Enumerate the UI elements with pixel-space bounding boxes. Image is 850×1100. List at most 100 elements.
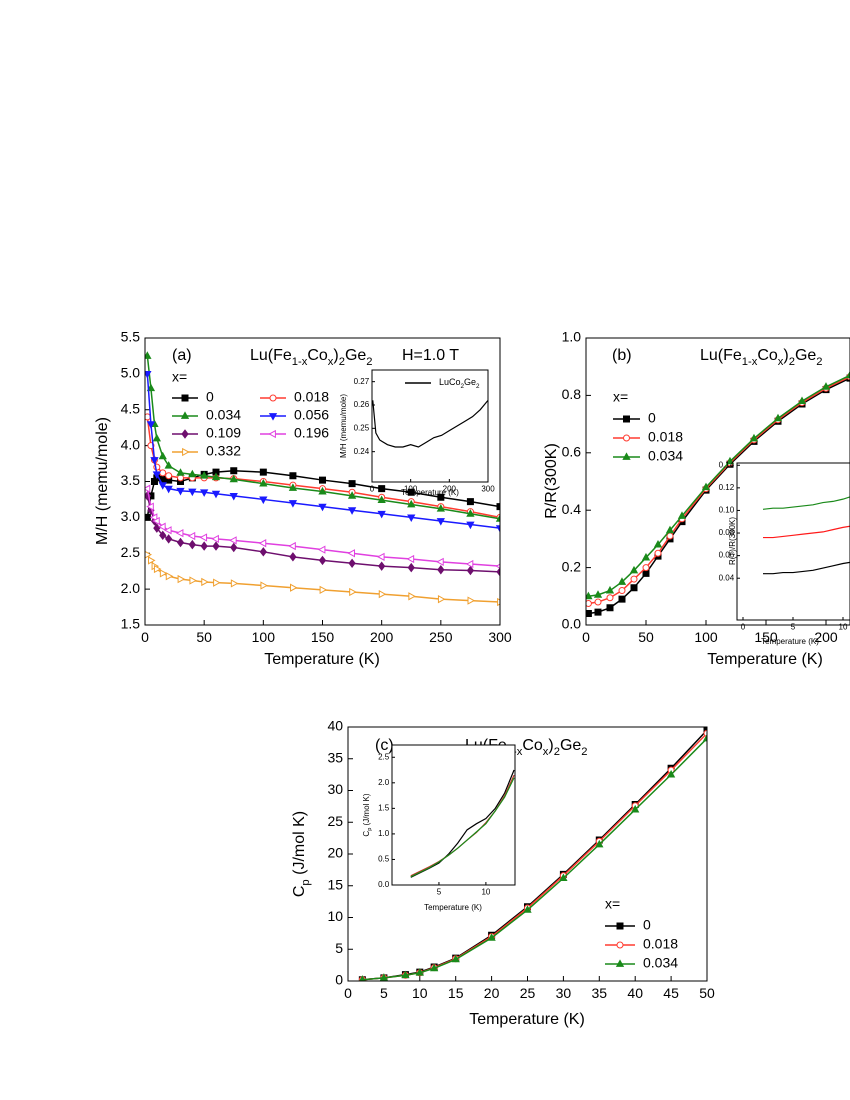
data-point <box>437 565 445 575</box>
data-point <box>406 554 415 564</box>
x-tick-label: 10 <box>412 985 428 1001</box>
data-point <box>165 472 173 480</box>
plot-frame <box>347 726 708 982</box>
inset-background <box>372 370 488 482</box>
x-tick-label: 20 <box>484 985 500 1001</box>
data-point <box>666 769 676 778</box>
annotation: H=1.0 T <box>402 347 459 364</box>
legend-label: 0.196 <box>294 425 329 441</box>
data-point <box>230 579 239 588</box>
data-point <box>259 468 267 476</box>
data-point <box>230 542 238 553</box>
data-point <box>259 547 267 557</box>
x-tick-label: 5 <box>380 985 388 1001</box>
panel-title-part: Ge <box>345 347 366 364</box>
y-tick-label: 0.2 <box>562 558 582 574</box>
data-point <box>348 558 356 569</box>
y-tick-label: 2.5 <box>121 544 141 560</box>
legend-marker <box>615 959 625 967</box>
panel-title-part: ) <box>333 347 338 364</box>
y-axis-label-part: (J/mol K) <box>362 793 371 828</box>
data-point <box>289 472 297 480</box>
data-point <box>559 873 568 882</box>
data-point <box>200 541 208 551</box>
data-point <box>606 594 614 602</box>
y-tick-label: 0.6 <box>562 444 582 460</box>
data-point <box>230 467 238 475</box>
data-point <box>451 954 460 963</box>
series-line <box>588 376 850 605</box>
data-point <box>165 572 174 581</box>
data-point <box>318 555 327 566</box>
data-point <box>189 576 197 585</box>
x-tick-label: 0 <box>141 629 149 645</box>
data-point <box>159 530 167 541</box>
legend-title: x= <box>172 369 187 385</box>
y-tick-label: 0.25 <box>354 423 370 432</box>
data-point <box>153 564 162 574</box>
plot-area <box>358 727 707 981</box>
data-point <box>407 499 416 508</box>
plot-area <box>372 399 488 448</box>
data-point <box>436 518 445 526</box>
data-point <box>319 585 328 594</box>
y-axis-label-part: C <box>362 831 371 837</box>
y-tick-label: 5.0 <box>121 365 141 381</box>
data-point <box>797 396 807 405</box>
data-point <box>430 963 439 972</box>
data-point <box>594 608 602 616</box>
data-point <box>495 525 500 533</box>
x-tick-label: 200 <box>814 629 838 645</box>
data-point <box>606 604 614 612</box>
x-tick-label: 200 <box>443 485 457 494</box>
data-point <box>176 468 185 476</box>
x-tick-label: 100 <box>694 629 718 645</box>
data-point <box>146 383 156 392</box>
data-point <box>288 500 298 508</box>
data-point <box>496 503 500 511</box>
data-point <box>318 503 327 512</box>
plot-area <box>410 769 515 878</box>
x-tick-label: 0 <box>344 985 352 1001</box>
panel-title-part: 1-x <box>742 356 758 368</box>
data-point <box>630 575 638 583</box>
data-point <box>165 534 173 544</box>
panel-title-part: x <box>543 746 549 758</box>
x-tick-label: 50 <box>638 629 654 645</box>
data-point <box>319 476 326 484</box>
x-axis-label: Temperature (K) <box>707 651 823 668</box>
plot-area <box>145 351 500 607</box>
legend-marker <box>616 922 624 930</box>
data-point <box>618 595 626 603</box>
data-point <box>188 539 196 550</box>
panel-title: Lu(Fe1-xCox)2Ge2 <box>250 347 373 368</box>
y-tick-label: 2.0 <box>378 778 390 787</box>
x-tick-label: 100 <box>404 485 418 494</box>
x-tick-label: 250 <box>429 629 453 645</box>
x-tick-label: 0 <box>370 485 375 494</box>
inset-background <box>392 745 515 885</box>
data-point <box>159 569 168 578</box>
data-point <box>349 587 357 597</box>
data-point <box>188 488 197 497</box>
data-point <box>407 488 415 496</box>
data-point <box>436 504 445 512</box>
data-point <box>229 536 237 545</box>
data-point <box>466 565 475 576</box>
data-point <box>347 549 355 558</box>
data-point <box>725 456 735 465</box>
data-point <box>158 522 166 531</box>
legend-marker <box>181 394 189 402</box>
data-point <box>359 975 366 981</box>
panel-title-part: Lu(Fe <box>250 347 292 364</box>
series-line <box>146 355 500 520</box>
data-point <box>176 487 185 496</box>
y-tick-label: 2.0 <box>121 580 141 596</box>
y-tick-label: 40 <box>328 718 344 734</box>
data-point <box>407 514 416 523</box>
data-point <box>677 511 687 519</box>
data-point <box>378 485 386 493</box>
data-point <box>641 552 651 561</box>
panel-title-part: ) <box>548 737 553 754</box>
data-point <box>701 482 711 491</box>
